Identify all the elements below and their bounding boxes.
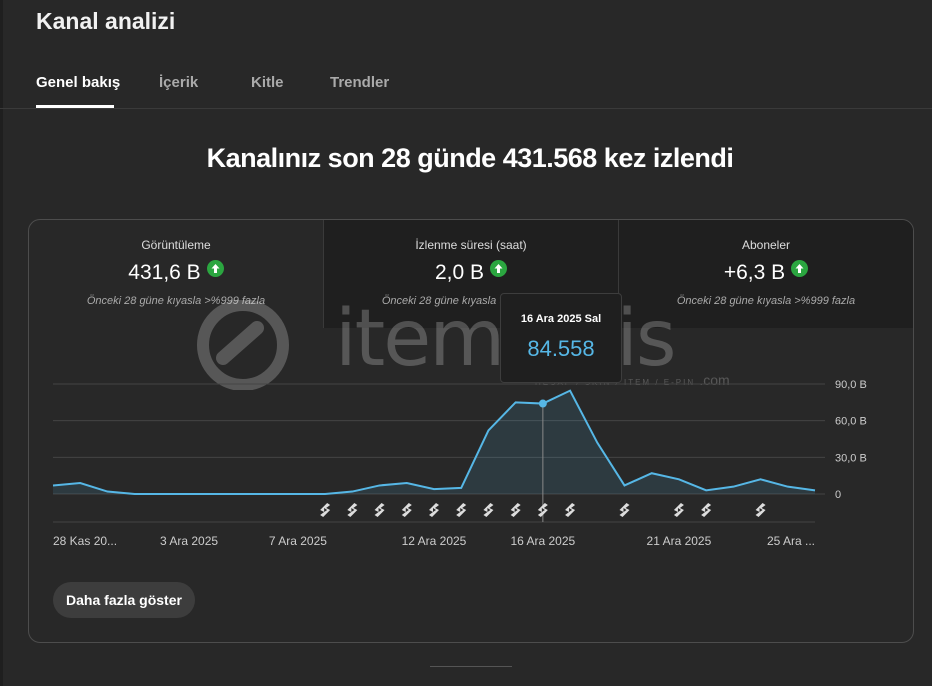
tab-content[interactable]: İçerik	[159, 74, 199, 91]
scroll-indicator	[430, 666, 512, 667]
metric-label: Aboneler	[741, 238, 791, 252]
trend-up-icon	[206, 260, 224, 277]
metric-divider	[618, 220, 619, 328]
metric-subscribers[interactable]: Aboneler +6,3 B Önceki 28 güne kıyasla >…	[619, 220, 913, 328]
left-strip	[0, 0, 3, 686]
metric-comparison: Önceki 28 güne kıyasla >%999 fazla	[86, 295, 266, 307]
metric-value-wrap: +6,3 B	[619, 260, 913, 285]
trend-up-icon	[791, 260, 809, 277]
tooltip-value: 84.558	[527, 336, 595, 361]
tab-bar: Genel bakış İçerik Kitle Trendler	[0, 60, 932, 109]
tooltip-date: 16 Ara 2025 Sal	[520, 313, 602, 325]
page-title: Kanal analizi	[36, 8, 176, 34]
tab-audience[interactable]: Kitle	[251, 74, 284, 91]
analytics-card: Görüntüleme 431,6 B Önceki 28 güne kıyas…	[28, 219, 914, 643]
trend-up-icon	[490, 260, 508, 277]
metric-divider	[323, 220, 324, 328]
metric-cards: Görüntüleme 431,6 B Önceki 28 güne kıyas…	[29, 220, 913, 328]
active-tab-indicator	[36, 105, 114, 108]
metric-comparison: Önceki 28 güne kıyasla >%999 fazla	[676, 295, 856, 307]
chart-tooltip: 16 Ara 2025 Sal 84.558	[500, 293, 622, 383]
tab-overview[interactable]: Genel bakış	[36, 74, 121, 91]
metric-label: İzlenme süresi (saat)	[415, 238, 527, 252]
tab-trends[interactable]: Trendler	[330, 74, 390, 91]
metric-value-wrap: 431,6 B	[29, 260, 323, 285]
summary-headline: Kanalınız son 28 günde 431.568 kez izlen…	[206, 143, 734, 173]
metric-value: +6,3 B	[723, 261, 786, 284]
metric-label: Görüntüleme	[141, 238, 211, 252]
metric-value: 431,6 B	[128, 261, 201, 284]
metric-value: 2,0 B	[434, 261, 485, 284]
show-more-button[interactable]: Daha fazla göster	[53, 582, 195, 618]
metric-views[interactable]: Görüntüleme 431,6 B Önceki 28 güne kıyas…	[29, 220, 323, 328]
metric-value-wrap: 2,0 B	[324, 260, 618, 285]
